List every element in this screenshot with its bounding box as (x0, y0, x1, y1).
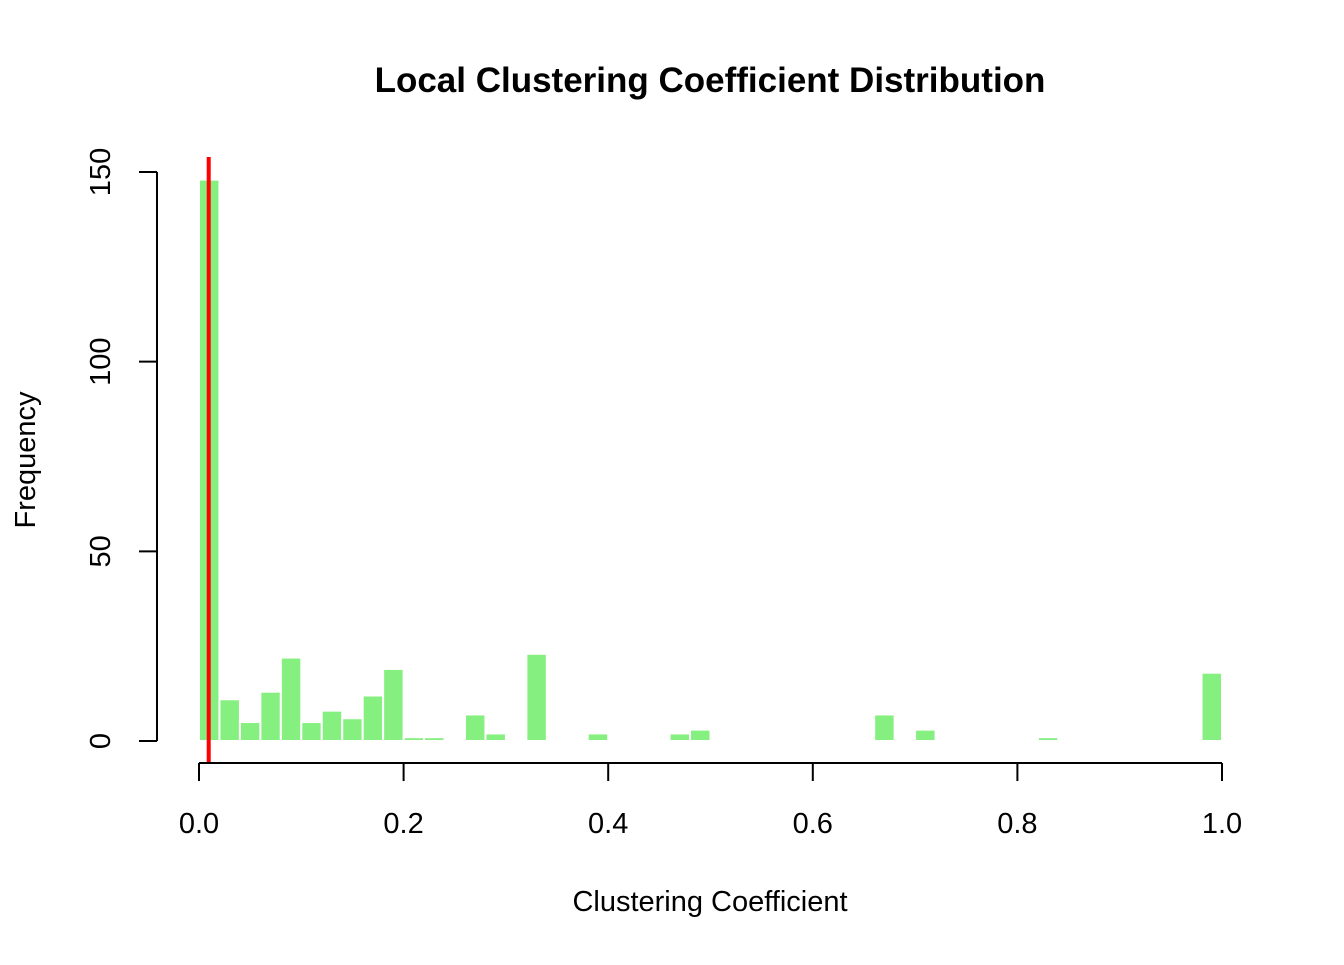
y-tick-label: 150 (85, 148, 117, 196)
x-tick-label: 0.8 (997, 808, 1037, 840)
y-axis: 0 50 100 150 (85, 148, 158, 749)
x-axis: 0.0 0.2 0.4 0.6 0.8 1.0 (179, 762, 1242, 840)
histogram-bar (320, 709, 344, 742)
histogram-bar (382, 667, 405, 743)
histogram-bar (484, 732, 507, 742)
x-tick-label: 0.0 (179, 808, 219, 840)
histogram-bar (586, 732, 610, 742)
histogram-bar (423, 736, 446, 742)
histogram-bar (1200, 671, 1224, 742)
histogram-bar (689, 728, 712, 742)
histogram-bar (463, 713, 487, 742)
y-tick-label: 100 (85, 337, 117, 385)
histogram-bar (218, 698, 241, 742)
histogram-bar (402, 736, 426, 742)
histogram-bar (259, 690, 282, 742)
histogram-bar (300, 721, 323, 742)
histogram-bar (238, 721, 262, 742)
x-tick-label: 1.0 (1202, 808, 1242, 840)
x-tick-label: 0.4 (588, 808, 628, 840)
histogram-bar (1036, 736, 1060, 742)
histogram-bar (914, 728, 937, 742)
histogram-bar (279, 656, 303, 743)
x-axis-label: Clustering Coefficient (572, 886, 847, 918)
histogram-bar (341, 717, 364, 742)
histogram-bars (198, 178, 1224, 743)
chart-title: Local Clustering Coefficient Distributio… (375, 61, 1046, 100)
histogram-bar (668, 732, 692, 742)
y-tick-label: 50 (85, 535, 117, 567)
histogram-bar (361, 694, 385, 742)
histogram-bar (525, 652, 548, 743)
y-tick-label: 0 (85, 733, 117, 749)
x-tick-label: 0.6 (793, 808, 833, 840)
histogram-bar (873, 713, 896, 742)
y-axis-label: Frequency (10, 391, 42, 529)
x-tick-label: 0.2 (383, 808, 423, 840)
